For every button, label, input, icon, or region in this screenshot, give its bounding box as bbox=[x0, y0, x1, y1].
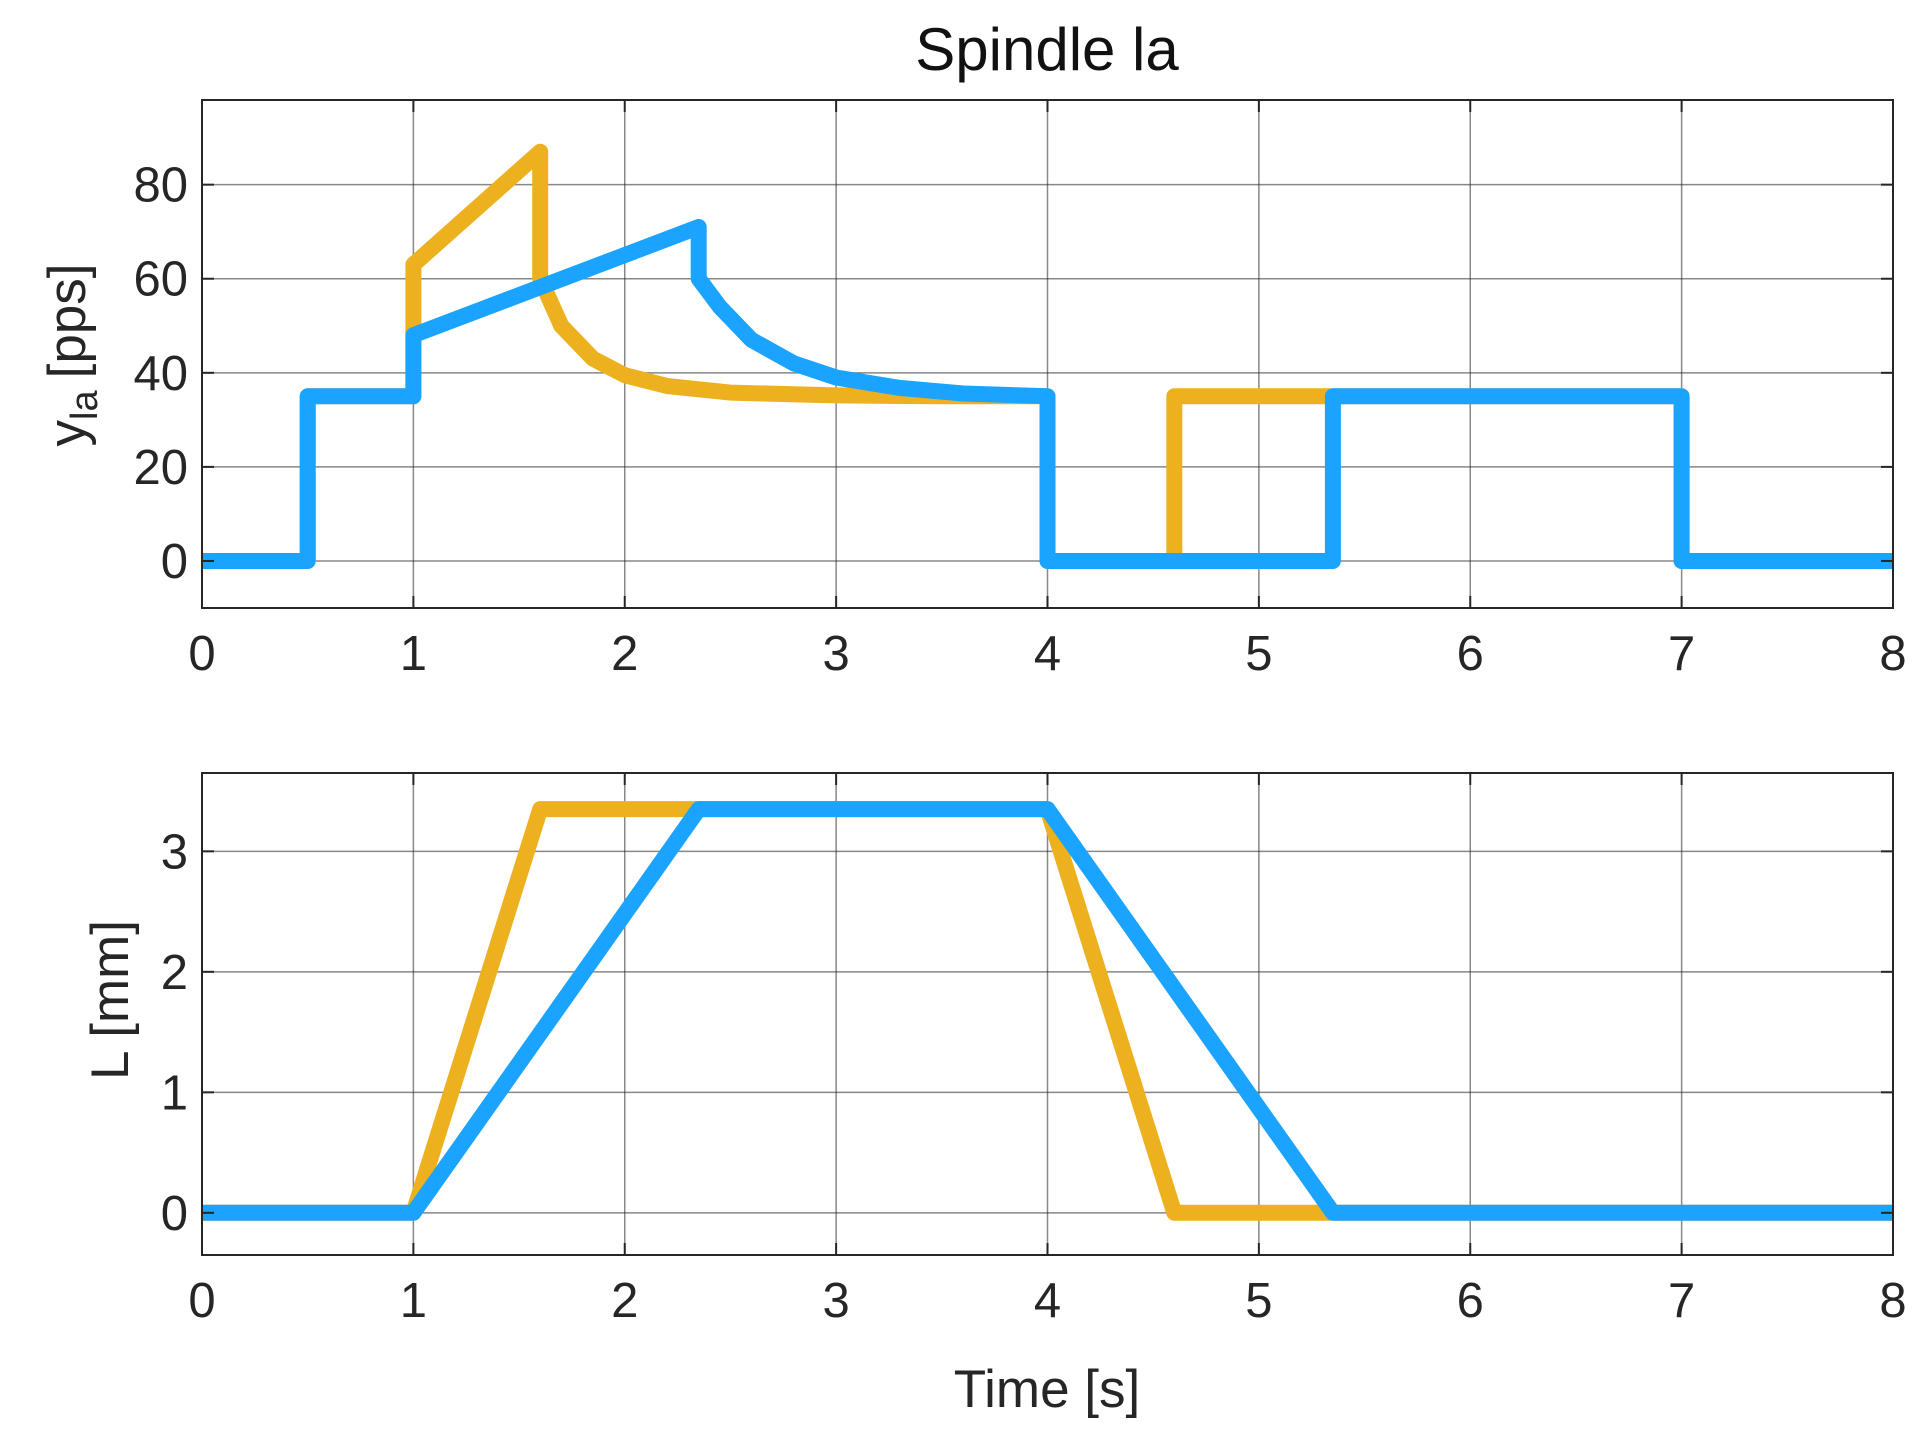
y-tick-label: 20 bbox=[133, 441, 188, 495]
x-tick-label: 2 bbox=[611, 1274, 638, 1328]
x-tick-label: 6 bbox=[1457, 1274, 1484, 1328]
x-tick-label: 0 bbox=[188, 627, 215, 681]
y-axis-label-bottom: L [mm] bbox=[81, 920, 140, 1080]
x-tick-label: 1 bbox=[400, 627, 427, 681]
x-axis-label: Time [s] bbox=[954, 1360, 1140, 1419]
y-tick-label: 60 bbox=[133, 253, 188, 307]
y-tick-label: 1 bbox=[161, 1066, 188, 1120]
y-axis-label-top: yla[pps] bbox=[38, 264, 106, 447]
x-tick-label: 8 bbox=[1879, 1274, 1906, 1328]
x-tick-label: 7 bbox=[1668, 1274, 1695, 1328]
x-tick-label: 2 bbox=[611, 627, 638, 681]
plot-bottom: 0 1 2 3 4 5 6 7 8 0 1 2 3 bbox=[161, 772, 1907, 1328]
x-tick-label: 6 bbox=[1457, 627, 1484, 681]
chart-title: Spindle la bbox=[915, 16, 1179, 83]
y-tick-label: 0 bbox=[161, 535, 188, 589]
series-line-2 bbox=[202, 219, 1893, 569]
x-tick-label: 7 bbox=[1668, 627, 1695, 681]
x-tick-label: 0 bbox=[188, 1274, 215, 1328]
x-tick-label: 3 bbox=[822, 627, 849, 681]
x-tick-label: 5 bbox=[1245, 627, 1272, 681]
y-tick-label: 3 bbox=[161, 825, 188, 879]
x-tick-label: 8 bbox=[1879, 627, 1906, 681]
y-tick-label: 40 bbox=[133, 347, 188, 401]
x-tick-label: 4 bbox=[1034, 627, 1061, 681]
x-tick-label: 4 bbox=[1034, 1274, 1061, 1328]
x-tick-label: 5 bbox=[1245, 1274, 1272, 1328]
series-line-2 bbox=[202, 801, 1893, 1221]
y-tick-label: 80 bbox=[133, 159, 188, 213]
x-tick-label: 1 bbox=[400, 1274, 427, 1328]
y-tick-label: 0 bbox=[161, 1187, 188, 1241]
x-tick-label: 3 bbox=[822, 1274, 849, 1328]
y-tick-label: 2 bbox=[161, 946, 188, 1000]
